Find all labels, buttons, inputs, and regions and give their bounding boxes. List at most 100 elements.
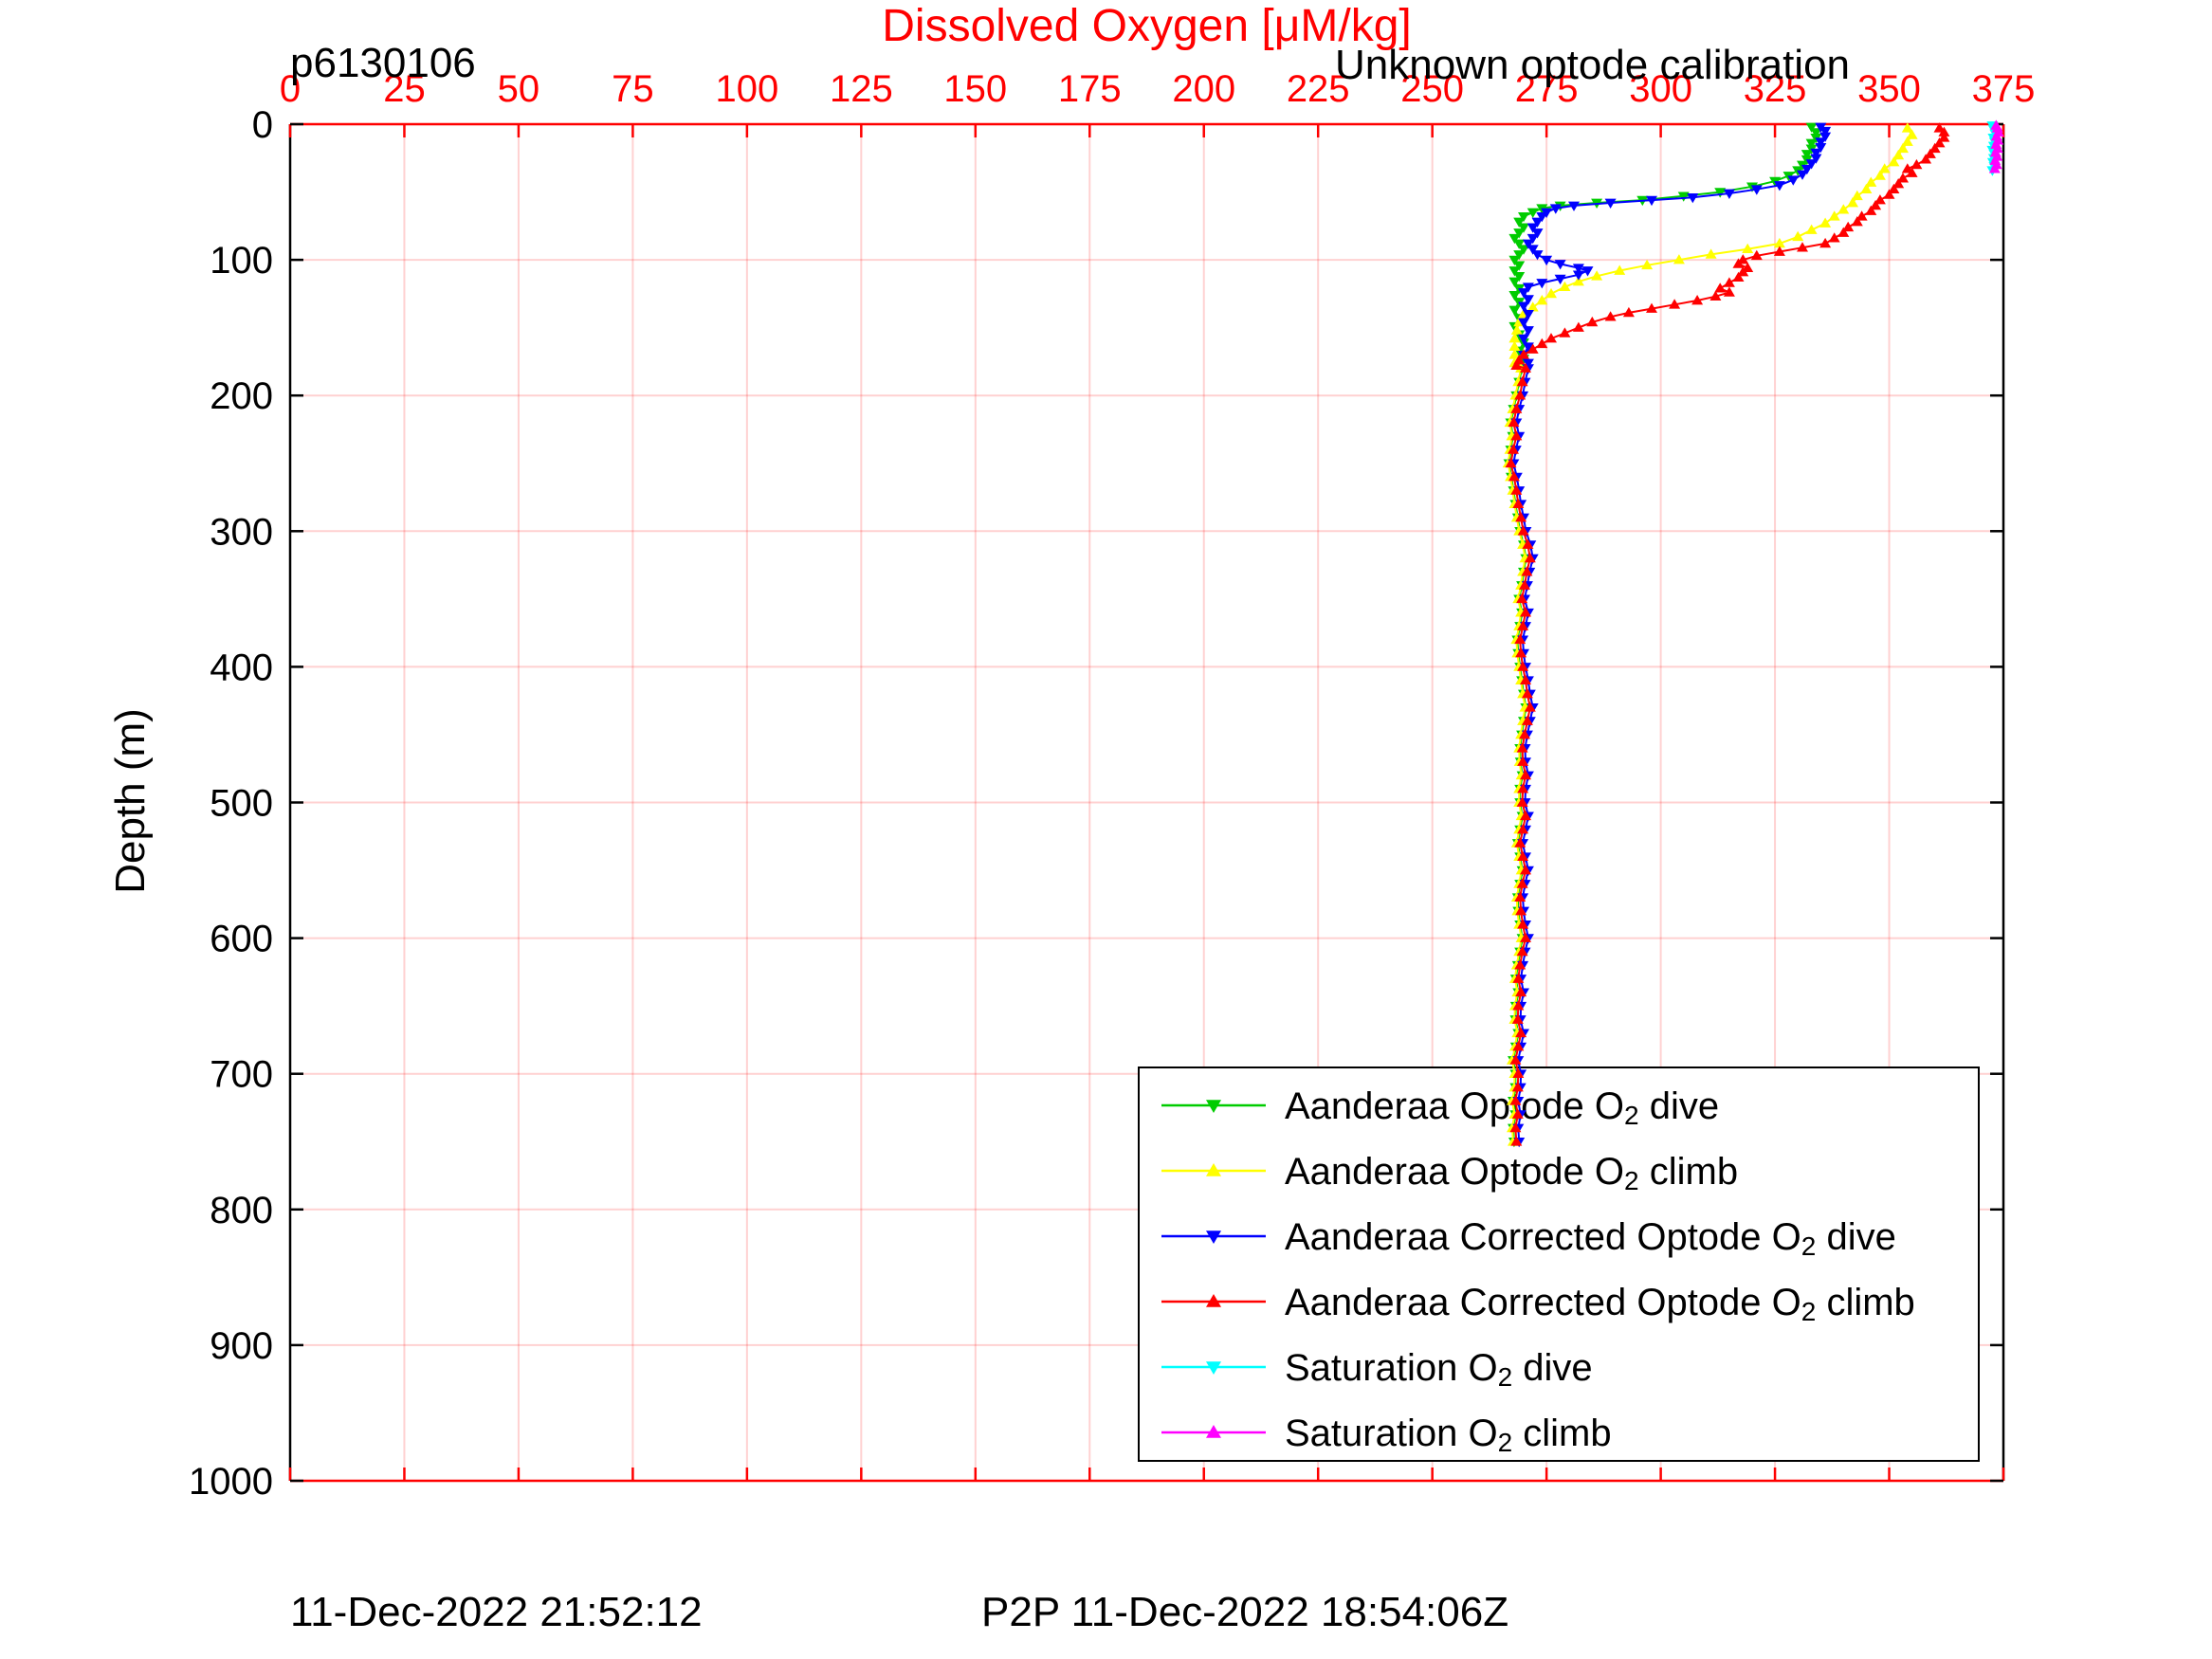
series-marker <box>1572 321 1584 332</box>
series-marker <box>1518 318 1529 328</box>
series-marker <box>1810 128 1822 138</box>
x-tick-label: 50 <box>498 68 540 110</box>
series-marker <box>1510 359 1523 371</box>
series-marker <box>1522 538 1534 549</box>
series-marker <box>1536 337 1548 349</box>
series-corrected-climb <box>1505 122 1950 1146</box>
series-line-corrected-climb <box>1509 127 1946 1142</box>
label-segment: dive <box>1639 1085 1720 1127</box>
series-marker <box>1888 156 1900 167</box>
series-marker <box>1526 245 1539 255</box>
series-marker <box>1805 224 1818 234</box>
label-segment: climb <box>1512 1413 1611 1454</box>
series-line-optode-climb <box>1507 127 1913 1142</box>
series-marker <box>1865 176 1877 187</box>
series-marker <box>1604 311 1617 321</box>
legend-label: Saturation O2 dive <box>1285 1347 1593 1392</box>
y-tick-label: 600 <box>210 919 273 960</box>
x-tick-label: 250 <box>1400 68 1464 110</box>
legend-entry-corrected-dive: Aanderaa Corrected Optode O2 dive <box>1161 1216 1896 1261</box>
series-marker <box>1508 305 1521 316</box>
series-marker <box>1531 250 1544 261</box>
legend-label: Aanderaa Corrected Optode O2 dive <box>1285 1216 1896 1261</box>
series-marker <box>1516 375 1528 387</box>
series-marker <box>1513 250 1526 261</box>
series-marker <box>1526 208 1539 218</box>
subscript: 2 <box>1801 1297 1817 1326</box>
series-marker <box>1508 255 1521 266</box>
series-marker <box>1515 1027 1527 1038</box>
y-tick-label: 800 <box>210 1190 273 1231</box>
series-marker <box>1581 266 1594 277</box>
series-marker <box>1518 245 1529 255</box>
series-marker <box>1851 216 1863 227</box>
series-marker <box>1549 204 1562 214</box>
series-marker <box>1508 349 1521 359</box>
series-marker <box>1518 223 1529 233</box>
series-marker <box>1518 334 1529 345</box>
series-marker <box>1522 239 1534 249</box>
series-marker <box>1815 142 1827 154</box>
series-marker <box>1929 142 1941 154</box>
series-marker <box>1517 620 1529 630</box>
legend-marker-sample <box>1206 1231 1221 1244</box>
series-marker <box>1517 525 1529 536</box>
series-marker <box>1509 1121 1522 1133</box>
series-marker <box>1559 281 1571 292</box>
series-marker <box>1920 154 1932 164</box>
series-marker <box>1517 850 1529 862</box>
series-marker <box>1512 1041 1525 1051</box>
legend-marker-sample <box>1206 1294 1221 1307</box>
legend-box <box>1138 1066 1980 1462</box>
series-marker <box>1860 183 1873 194</box>
legend-entry-saturation-dive: Saturation O2 dive <box>1161 1347 1593 1392</box>
series-marker <box>1521 688 1533 699</box>
series-marker <box>1709 290 1722 301</box>
series-marker <box>1801 150 1813 160</box>
subscript: 2 <box>1624 1101 1639 1130</box>
series-marker <box>1622 306 1635 318</box>
y-axis-label: Depth (m) <box>107 708 154 894</box>
x-tick-label: 75 <box>612 68 654 110</box>
series-marker <box>1773 237 1785 248</box>
series-marker <box>1897 142 1909 154</box>
legend-entry-saturation-climb: Saturation O2 climb <box>1161 1413 1612 1457</box>
series-optode-climb <box>1502 122 1918 1146</box>
series-marker <box>1508 233 1521 245</box>
series-marker <box>1511 1108 1524 1119</box>
subscript: 2 <box>1498 1428 1513 1457</box>
series-marker <box>1519 579 1530 590</box>
series-marker <box>1933 137 1946 148</box>
series-marker <box>1792 230 1804 242</box>
series-marker <box>1673 254 1685 264</box>
series-marker <box>1526 233 1539 245</box>
subscript: 2 <box>1624 1166 1639 1195</box>
series-marker <box>1513 261 1526 271</box>
series-marker <box>1847 197 1858 208</box>
series-marker <box>1524 552 1536 563</box>
series-marker <box>1519 729 1530 739</box>
series-marker <box>1797 170 1808 180</box>
series-marker <box>1723 277 1735 287</box>
series-marker <box>1526 223 1539 233</box>
series-marker <box>1906 129 1918 139</box>
subscript: 2 <box>1801 1231 1817 1261</box>
series-marker <box>1819 132 1832 142</box>
series-marker <box>1514 390 1526 400</box>
label-segment: Aanderaa Optode O <box>1285 1151 1624 1193</box>
series-marker <box>1520 362 1531 373</box>
series-marker <box>1837 227 1850 237</box>
x-tick-label: 0 <box>280 68 301 110</box>
series-marker <box>1521 566 1533 576</box>
series-marker <box>1516 945 1528 957</box>
series-marker <box>1742 243 1754 254</box>
profile-timestamp: 11-Dec-2022 21:52:12 <box>290 1589 703 1635</box>
series-marker <box>1510 1136 1523 1146</box>
series-marker <box>1732 271 1745 283</box>
series-marker <box>1924 148 1936 158</box>
x-tick-label: 275 <box>1515 68 1579 110</box>
x-tick-label: 125 <box>830 68 893 110</box>
series-marker <box>1509 1054 1522 1065</box>
series-marker <box>1604 198 1617 209</box>
